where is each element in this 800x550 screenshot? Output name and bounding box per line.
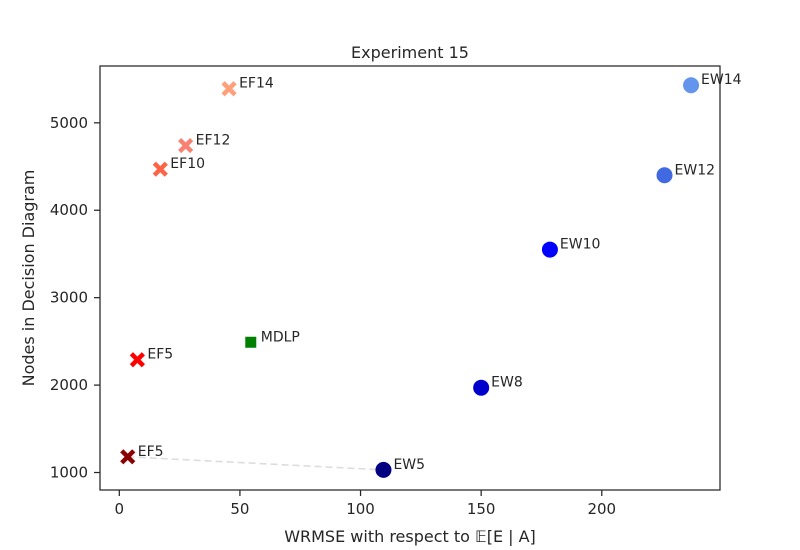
point-ew5-10 [375, 461, 392, 478]
point-label-ef5: EF5 [147, 347, 173, 363]
chart-title: Experiment 15 [351, 43, 469, 62]
point-ef12-1 [178, 137, 194, 154]
x-tick-label: 150 [467, 500, 496, 518]
point-label-ew14: EW14 [701, 72, 742, 88]
point-ew10-8 [541, 241, 558, 258]
point-ew14-6 [683, 77, 700, 94]
point-label-mdlp: MDLP [261, 329, 300, 345]
point-ew12-7 [656, 167, 673, 184]
point-ef5-4 [120, 449, 136, 465]
point-ef5-3 [129, 352, 145, 368]
point-ef10-2 [152, 161, 168, 177]
x-tick-label: 200 [587, 500, 616, 518]
point-ef14-0 [221, 81, 237, 97]
x-axis-ticks: 0 50 100 150 200 [115, 490, 616, 518]
x-tick-label: 0 [115, 500, 125, 518]
y-tick-label: 2000 [50, 376, 88, 394]
y-tick-label: 1000 [50, 464, 88, 482]
y-tick-label: 3000 [50, 289, 88, 307]
y-axis-ticks: 1000 2000 3000 4000 5000 [50, 114, 100, 482]
point-label-ef10: EF10 [170, 156, 205, 172]
data-points [120, 77, 700, 478]
ef5-ew5-connector-line [127, 455, 384, 471]
point-label-ef12: EF12 [196, 133, 231, 149]
point-label-ew12: EW12 [675, 162, 716, 178]
point-label-ew8: EW8 [491, 375, 523, 391]
connector-lines [127, 455, 384, 471]
plot-frame [99, 65, 721, 491]
x-axis-label: WRMSE with respect to 𝔼[E | A] [284, 527, 536, 546]
point-label-ew5: EW5 [393, 457, 425, 473]
point-ew8-9 [473, 379, 490, 396]
point-label-ew10: EW10 [560, 237, 601, 253]
x-tick-label: 100 [346, 500, 375, 518]
point-label-ef5: EF5 [138, 444, 164, 460]
x-tick-label: 50 [230, 500, 249, 518]
y-tick-label: 4000 [50, 201, 88, 219]
point-mdlp-5 [245, 336, 257, 348]
y-tick-label: 5000 [50, 114, 88, 132]
point-labels: EF14 EF12 EF10 EF5 EF5 MDLP EW14 EW12 EW10 EW8 EW5 [138, 72, 742, 473]
point-label-ef14: EF14 [239, 76, 274, 92]
y-axis-label: Nodes in Decision Diagram [19, 170, 38, 387]
